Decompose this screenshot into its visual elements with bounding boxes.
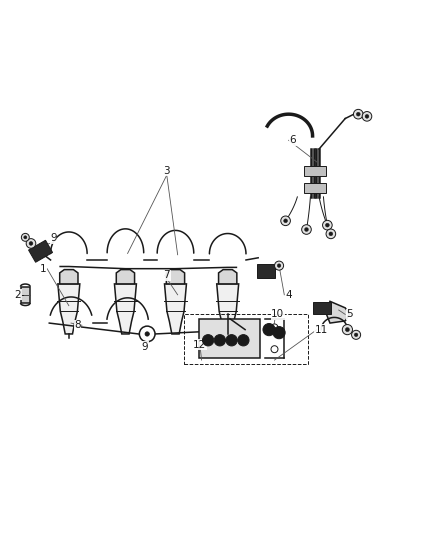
Circle shape	[326, 229, 336, 239]
Text: 11: 11	[314, 325, 328, 335]
Circle shape	[325, 223, 329, 227]
Text: 1: 1	[39, 264, 46, 273]
Text: 2: 2	[14, 290, 21, 300]
Circle shape	[271, 346, 278, 353]
Circle shape	[275, 261, 283, 270]
Bar	[304, 166, 325, 176]
Circle shape	[26, 239, 36, 248]
Circle shape	[263, 324, 275, 336]
Circle shape	[345, 328, 350, 332]
Polygon shape	[28, 240, 53, 262]
Circle shape	[353, 109, 363, 119]
Circle shape	[329, 232, 333, 236]
Circle shape	[238, 335, 249, 346]
Text: 7: 7	[163, 270, 170, 280]
Text: 8: 8	[74, 320, 81, 330]
Polygon shape	[165, 284, 187, 334]
Circle shape	[214, 335, 226, 346]
Circle shape	[302, 225, 311, 235]
Circle shape	[29, 241, 33, 245]
Circle shape	[145, 332, 149, 336]
Circle shape	[202, 335, 214, 346]
Circle shape	[139, 326, 155, 342]
Circle shape	[354, 333, 358, 337]
Polygon shape	[219, 270, 237, 284]
Polygon shape	[116, 270, 134, 284]
Bar	[199, 319, 260, 358]
Circle shape	[357, 112, 360, 116]
Text: 9: 9	[142, 342, 148, 352]
Bar	[304, 183, 325, 193]
Circle shape	[362, 111, 372, 121]
Circle shape	[271, 324, 278, 331]
Polygon shape	[166, 270, 185, 284]
Circle shape	[365, 115, 369, 118]
Text: 3: 3	[163, 166, 170, 176]
Polygon shape	[114, 284, 136, 334]
Circle shape	[304, 228, 308, 231]
Polygon shape	[217, 284, 239, 334]
Polygon shape	[325, 301, 350, 323]
Circle shape	[322, 220, 332, 230]
Polygon shape	[314, 302, 331, 314]
Polygon shape	[257, 264, 275, 278]
Circle shape	[24, 236, 27, 239]
Circle shape	[226, 335, 237, 346]
Text: 9: 9	[50, 233, 57, 243]
Text: 5: 5	[346, 309, 353, 319]
Text: 10: 10	[271, 309, 284, 319]
Circle shape	[21, 233, 29, 241]
Text: 4: 4	[285, 290, 292, 300]
Circle shape	[343, 325, 353, 335]
Circle shape	[284, 219, 287, 223]
Polygon shape	[58, 284, 80, 334]
Circle shape	[277, 264, 281, 268]
Polygon shape	[60, 270, 78, 284]
Text: 6: 6	[290, 135, 296, 146]
Circle shape	[281, 216, 290, 225]
Bar	[21, 287, 30, 303]
Circle shape	[273, 327, 285, 339]
Text: 12: 12	[193, 340, 206, 350]
Circle shape	[352, 330, 360, 340]
